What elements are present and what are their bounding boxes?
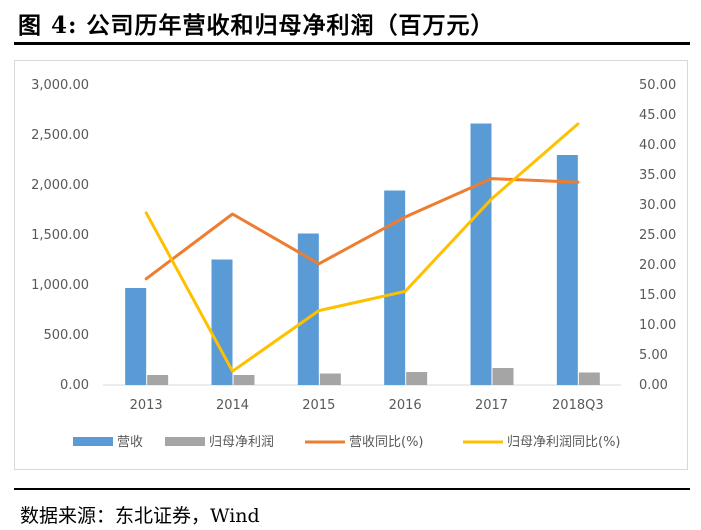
y-right-tick-label: 30.00 [639, 198, 676, 213]
y-left-tick-label: 2,500.00 [31, 128, 89, 143]
net-profit-bar [578, 372, 600, 385]
net-profit-bar [233, 375, 255, 385]
y-left-tick-label: 3,000.00 [31, 78, 89, 93]
x-tick-label: 2015 [302, 398, 335, 413]
y-right-tick-label: 5.00 [639, 348, 668, 363]
y-left-tick-label: 0.00 [60, 378, 89, 393]
revenue-bar [384, 190, 406, 385]
source-rule [14, 488, 690, 490]
y-right-tick-label: 20.00 [639, 258, 676, 273]
chart-container: 0.00 500.00 1,000.00 1,500.00 2,000.00 2,500.… [14, 60, 688, 470]
net-profit-bar [319, 373, 341, 385]
net-profit-bar [147, 375, 169, 385]
y-right-tick-label: 25.00 [639, 228, 676, 243]
y-left-tick-label: 1,000.00 [31, 278, 89, 293]
y-right-tick-label: 50.00 [639, 78, 676, 93]
legend-profit-yoy-label: 归母净利润同比(%) [507, 435, 621, 450]
y-right-tick-label: 40.00 [639, 138, 676, 153]
revenue-bar [211, 259, 233, 385]
y-left-tick-label: 1,500.00 [31, 228, 89, 243]
x-tick-label: 2018Q3 [552, 398, 604, 413]
profit-yoy-line [144, 122, 580, 373]
y-right-tick-label: 15.00 [639, 288, 676, 303]
x-tick-label: 2013 [130, 398, 163, 413]
revenue-bar [297, 233, 319, 385]
y-right-tick-label: 35.00 [639, 168, 676, 183]
net-profit-bar [492, 368, 514, 385]
data-source: 数据来源：东北证券，Wind [20, 505, 260, 527]
revenue-bar [556, 155, 578, 385]
y-right-tick-label: 0.00 [639, 378, 668, 393]
legend-revenue-swatch [73, 437, 113, 446]
combo-chart: 0.00 500.00 1,000.00 1,500.00 2,000.00 2,500.… [31, 78, 676, 450]
x-tick-label: 2017 [475, 398, 508, 413]
revenue-bar [470, 123, 492, 385]
net-profit-bar [406, 372, 428, 385]
legend-revenue-label: 营收 [117, 435, 143, 450]
revenue-yoy-line [144, 177, 580, 281]
legend-revenue-yoy-label: 营收同比(%) [349, 435, 424, 450]
legend-net-profit-label: 归母净利润 [209, 435, 274, 450]
y-left-tick-label: 500.00 [44, 328, 90, 343]
title-rule [14, 42, 690, 45]
figure-title: 图 4: 公司历年营收和归母净利润（百万元） [18, 12, 495, 39]
y-right-tick-label: 45.00 [639, 108, 676, 123]
x-tick-label: 2016 [389, 398, 422, 413]
legend-net-profit-swatch [165, 437, 205, 446]
x-tick-label: 2014 [216, 398, 249, 413]
y-right-tick-label: 10.00 [639, 318, 676, 333]
y-left-tick-label: 2,000.00 [31, 178, 89, 193]
revenue-bar [125, 288, 147, 385]
